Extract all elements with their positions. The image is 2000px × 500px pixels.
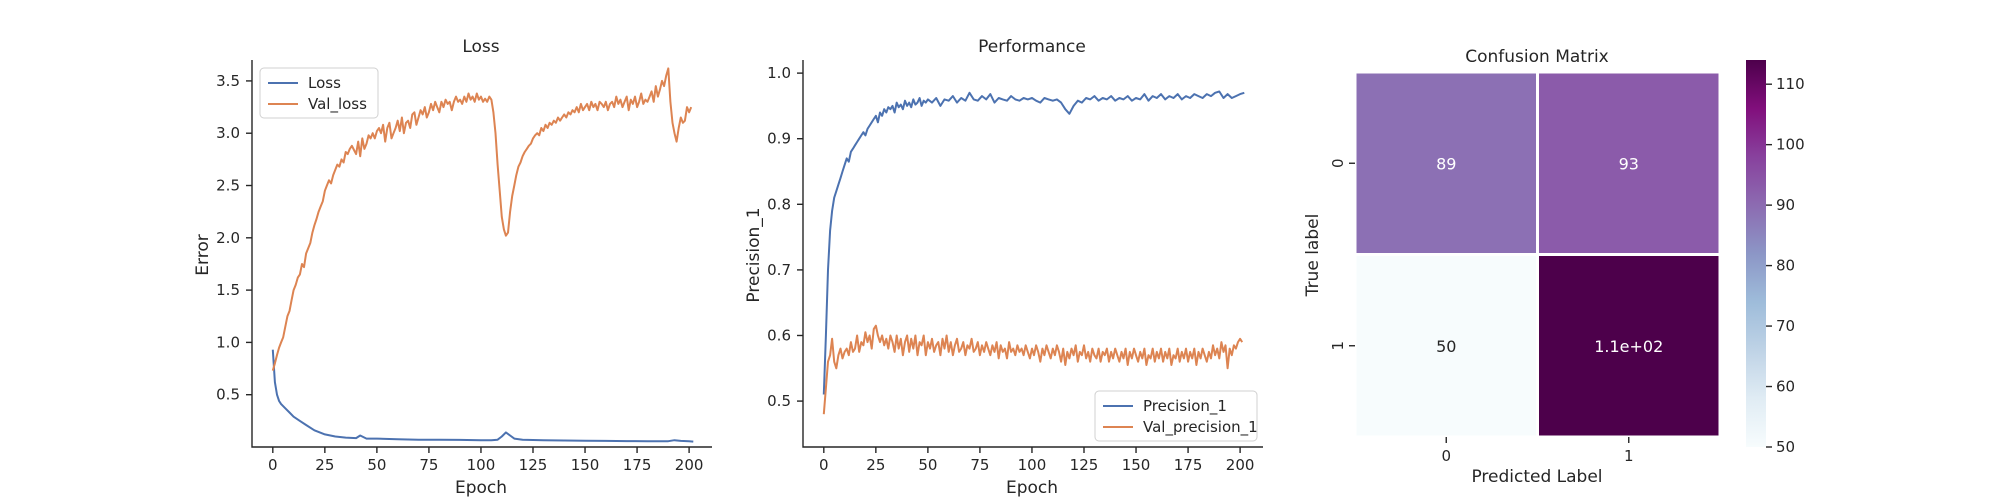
confusion-matrix-cell	[1536, 253, 1722, 439]
performance-x-tick-label: 25	[866, 456, 885, 474]
performance-x-tick-label: 175	[1174, 456, 1203, 474]
confusion-matrix-cell-value: 89	[1436, 154, 1456, 173]
performance-y-ticks: 0.5 0.6 0.7 0.8 0.9 1.0	[767, 64, 803, 410]
loss-series-line-val-loss	[271, 67, 693, 371]
colorbar-tick-label: 100	[1776, 136, 1805, 154]
performance-x-tick-label: 125	[1070, 456, 1099, 474]
confusion-matrix-x-tick-label: 0	[1441, 447, 1451, 465]
performance-legend-label: Val_precision_1	[1143, 418, 1258, 437]
performance-axes-spines	[802, 60, 1263, 448]
loss-series-line-loss	[271, 349, 694, 443]
confusion-matrix-cells: 89 93 50 1.1e+02	[1353, 70, 1722, 439]
loss-x-tick-label: 0	[268, 456, 278, 474]
colorbar-tick-label: 60	[1776, 378, 1795, 396]
colorbar-tick-label: 90	[1776, 196, 1795, 214]
loss-legend-label: Val_loss	[308, 95, 367, 114]
performance-y-tick-label: 0.8	[767, 195, 791, 213]
loss-x-axis-label: Epoch	[455, 478, 507, 498]
performance-x-tick-label: 200	[1226, 456, 1255, 474]
performance-x-tick-label: 75	[970, 456, 989, 474]
performance-series-group	[822, 90, 1245, 415]
performance-series-line-precision-1	[822, 90, 1245, 395]
loss-x-tick-label: 100	[467, 456, 496, 474]
performance-chart-title: Performance	[978, 37, 1086, 57]
confusion-matrix-ticks: 0 1 0 1	[1329, 158, 1634, 465]
performance-y-tick-label: 0.7	[767, 261, 791, 279]
confusion-matrix-cell-value: 50	[1436, 337, 1456, 356]
loss-axes-spines	[251, 60, 712, 448]
loss-y-tick-label: 3.5	[216, 72, 240, 90]
loss-x-tick-label: 200	[675, 456, 704, 474]
confusion-matrix-x-tick-label: 1	[1624, 447, 1634, 465]
colorbar-tick-label: 110	[1776, 75, 1805, 93]
colorbar	[1746, 60, 1766, 447]
loss-x-tick-label: 150	[571, 456, 600, 474]
loss-x-ticks: 0 25 50 75 100 125 150 175 200	[268, 447, 703, 474]
performance-chart: Performance Epoch Precision_1 0 25 50 75 100…	[744, 37, 1263, 498]
performance-x-ticks: 0 25 50 75 100 125 150 175 200	[819, 447, 1254, 474]
loss-series-group	[271, 67, 694, 443]
loss-y-tick-label: 3.0	[216, 124, 240, 142]
colorbar-tick-label: 70	[1776, 317, 1795, 335]
performance-y-tick-label: 1.0	[767, 64, 791, 82]
confusion-matrix-cell-value: 93	[1619, 154, 1639, 173]
loss-x-tick-label: 125	[519, 456, 548, 474]
performance-x-tick-label: 150	[1122, 456, 1151, 474]
performance-x-tick-label: 100	[1018, 456, 1047, 474]
colorbar-tick-label: 50	[1776, 438, 1795, 456]
performance-y-tick-label: 0.9	[767, 130, 791, 148]
loss-legend-label: Loss	[308, 74, 341, 92]
colorbar-ticks: 50 60 70 80 90 100 110	[1766, 75, 1805, 456]
loss-y-tick-label: 1.5	[216, 281, 240, 299]
loss-chart: Loss Epoch Error 0 25 50 75 100 125 150 175 200 …	[193, 37, 712, 498]
loss-legend: Loss Val_loss	[259, 67, 379, 119]
performance-x-tick-label: 0	[819, 456, 829, 474]
confusion-matrix-y-axis-label: True label	[1303, 214, 1323, 298]
loss-legend-frame	[259, 67, 379, 119]
confusion-matrix-x-axis-label: Predicted Label	[1471, 467, 1602, 487]
confusion-matrix-y-tick-label: 1	[1329, 341, 1347, 351]
performance-y-tick-label: 0.6	[767, 326, 791, 344]
performance-series-line-val-precision-1	[822, 324, 1244, 415]
loss-x-tick-label: 50	[367, 456, 386, 474]
confusion-matrix-cell	[1536, 70, 1722, 256]
loss-y-axis-label: Error	[193, 234, 213, 275]
loss-chart-title: Loss	[462, 37, 499, 57]
loss-x-tick-label: 175	[623, 456, 652, 474]
loss-y-tick-label: 2.5	[216, 177, 240, 195]
confusion-matrix-cell-value: 1.1e+02	[1594, 337, 1663, 356]
performance-y-tick-label: 0.5	[767, 392, 791, 410]
performance-x-tick-label: 50	[918, 456, 937, 474]
performance-x-axis-label: Epoch	[1006, 478, 1058, 498]
colorbar-tick-label: 80	[1776, 257, 1795, 275]
confusion-matrix-y-tick-label: 0	[1329, 158, 1347, 168]
performance-legend-label: Precision_1	[1143, 397, 1227, 416]
loss-y-ticks: 0.5 1.0 1.5 2.0 2.5 3.0 3.5	[216, 72, 252, 404]
performance-legend-frame	[1094, 390, 1258, 442]
loss-y-tick-label: 0.5	[216, 386, 240, 404]
loss-x-tick-label: 75	[419, 456, 438, 474]
loss-y-tick-label: 1.0	[216, 333, 240, 351]
loss-x-tick-label: 25	[315, 456, 334, 474]
confusion-matrix-title: Confusion Matrix	[1465, 47, 1609, 67]
confusion-matrix-chart: Confusion Matrix Predicted Label True la…	[1303, 47, 1805, 487]
loss-y-tick-label: 2.0	[216, 229, 240, 247]
performance-legend: Precision_1 Val_precision_1	[1094, 390, 1258, 442]
performance-y-axis-label: Precision_1	[744, 207, 764, 302]
